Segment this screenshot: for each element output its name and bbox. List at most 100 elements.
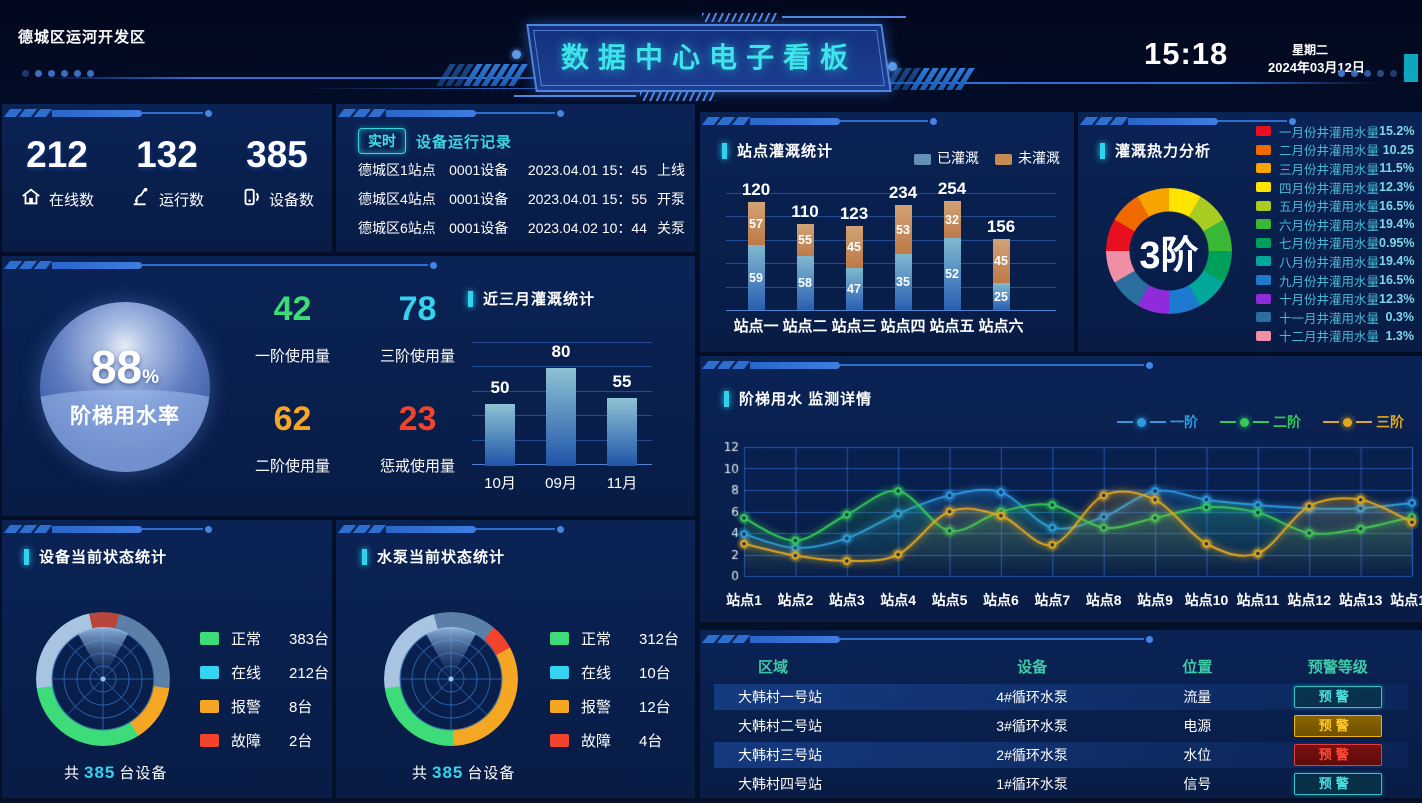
heat-legend-item[interactable]: 十二月井灌用水量 1.3% xyxy=(1256,327,1414,346)
page-title: 数据中心电子看板 xyxy=(560,42,857,73)
bar xyxy=(546,368,576,466)
heat-legend-item[interactable]: 七月份井灌用水量 0.95% xyxy=(1256,234,1414,253)
status-legend-item[interactable]: 报警 8台 xyxy=(200,696,329,717)
bar xyxy=(607,398,637,466)
heat-legend-item[interactable]: 四月份井灌用水量 12.3% xyxy=(1256,178,1414,197)
heat-legend-item[interactable]: 六月份井灌用水量 19.4% xyxy=(1256,215,1414,234)
heat-legend-item[interactable]: 二月份井灌用水量 10.25 xyxy=(1256,141,1414,160)
stacked-bar: 110 55 58 站点二 xyxy=(777,202,833,335)
alarm-badge[interactable]: 预警 xyxy=(1293,773,1382,795)
segment-unirrigated: 57 xyxy=(747,202,765,245)
legend-item[interactable]: 已灌溉 xyxy=(914,148,979,168)
line-legend-item[interactable]: 三阶 xyxy=(1323,412,1404,432)
cell-device: 3#循环水泵 xyxy=(996,718,1068,734)
status-legend-item[interactable]: 正常 383台 xyxy=(200,628,329,649)
house-icon xyxy=(20,186,42,212)
bar xyxy=(485,404,515,466)
heat-legend-item[interactable]: 十月份井灌用水量 12.3% xyxy=(1256,289,1414,308)
device-status-radar xyxy=(36,612,170,746)
legend-label: 一月份井灌用水量 xyxy=(1279,125,1380,140)
status-legend-item[interactable]: 故障 4台 xyxy=(550,730,679,751)
recent-months-chart: 50 10月 80 09月 55 11月 xyxy=(472,342,652,492)
water-tier-stat: 23 惩戒使用量 xyxy=(355,392,480,502)
legend-value: 312台 xyxy=(639,631,680,648)
water-tier-stat: 62 二阶使用量 xyxy=(230,392,355,502)
section-accent-bar xyxy=(722,142,727,159)
legend-swatch xyxy=(550,700,569,713)
water-rate-sphere xyxy=(40,302,210,472)
table-row: 大韩村三号站 2#循环水泵 水位 预警 xyxy=(714,742,1408,768)
alarm-badge[interactable]: 预警 xyxy=(1293,686,1382,708)
log-row: 德城区6站点 0001设备 2023.04.02 10：44 关泵 xyxy=(358,218,685,238)
panel-top-decoration xyxy=(3,524,212,534)
legend-value: 19.4% xyxy=(1379,217,1415,232)
x-axis-label: 站点3 xyxy=(828,592,865,608)
bar-total-label: 110 xyxy=(791,202,819,221)
status-legend-item[interactable]: 正常 312台 xyxy=(550,628,679,649)
legend-swatch xyxy=(1256,256,1271,267)
heat-legend-item[interactable]: 三月份井灌用水量 11.5% xyxy=(1256,159,1414,178)
log-site: 德城区1站点 xyxy=(358,162,436,178)
clock-time: 15:18 xyxy=(1144,36,1229,71)
legend-label: 已灌溉 xyxy=(937,150,979,166)
gridline xyxy=(726,216,1056,218)
legend-swatch xyxy=(1256,293,1271,304)
status-legend-item[interactable]: 在线 212台 xyxy=(200,662,329,683)
legend-swatch xyxy=(1256,144,1271,155)
log-site: 德城区6站点 xyxy=(358,220,436,236)
stat-label-row: 在线数 xyxy=(5,186,110,212)
legend-label: 正常 xyxy=(231,631,262,648)
pump-status-legend: 正常 312台 在线 10台报警 12台故障 4台 xyxy=(550,628,679,764)
cell-device: 2#循环水泵 xyxy=(996,747,1068,763)
table-header-cell: 区域 xyxy=(758,659,789,676)
site-irrigation-legend: 已灌溉 未灌溉 xyxy=(914,148,1060,168)
alarm-badge[interactable]: 预警 xyxy=(1293,744,1382,766)
legend-swatch xyxy=(550,666,569,679)
status-legend-item[interactable]: 在线 10台 xyxy=(550,662,679,683)
log-datetime: 2023.04.01 15：45 xyxy=(527,162,647,178)
panel-water-usage: 88% 阶梯用水率 42 一阶使用量 78 三阶使用量 62 二阶使用量 23 惩戒使用量 近… xyxy=(2,256,695,516)
bar-category-label: 11月 xyxy=(606,475,638,492)
legend-label: 报警 xyxy=(581,699,612,716)
x-axis-label: 站点4 xyxy=(880,592,917,608)
legend-label: 一阶 xyxy=(1170,414,1198,430)
stacked-bar: 123 45 47 站点三 xyxy=(826,204,882,335)
legend-value: 10.25 xyxy=(1382,142,1414,157)
device-log-title: 设备运行记录 xyxy=(416,134,513,151)
heat-legend-item[interactable]: 十一月井灌用水量 0.3% xyxy=(1256,308,1414,327)
heat-legend-item[interactable]: 九月份井灌用水量 16.5% xyxy=(1256,271,1414,290)
status-legend-item[interactable]: 报警 12台 xyxy=(550,696,679,717)
legend-item[interactable]: 未灌溉 xyxy=(995,148,1060,168)
heat-analysis-title: 灌溉热力分析 xyxy=(1100,140,1211,161)
stacked-bar: 120 57 59 站点一 xyxy=(728,180,784,335)
legend-label: 在线 xyxy=(231,665,262,682)
x-axis-label: 站点10 xyxy=(1184,592,1229,608)
legend-label: 六月份井灌用水量 xyxy=(1279,218,1380,233)
legend-line xyxy=(1117,421,1133,423)
heat-legend-item[interactable]: 五月份井灌用水量 16.5% xyxy=(1256,196,1414,215)
legend-swatch xyxy=(200,700,219,713)
legend-swatch xyxy=(550,632,569,645)
bar-total-label: 254 xyxy=(937,179,967,198)
legend-label: 十一月井灌用水量 xyxy=(1279,311,1380,326)
decor-dot xyxy=(22,70,29,77)
line-legend-item[interactable]: 二阶 xyxy=(1220,412,1301,432)
legend-label: 未灌溉 xyxy=(1018,150,1060,166)
site-irrigation-title: 站点灌溉统计 xyxy=(722,140,833,161)
clock-weekday: 星期二 xyxy=(1292,43,1329,57)
line-legend-item[interactable]: 一阶 xyxy=(1117,412,1198,432)
tier-value: 78 xyxy=(398,290,437,328)
heat-legend-item[interactable]: 一月份井灌用水量 15.2% xyxy=(1256,122,1414,141)
cell-area: 大韩村三号站 xyxy=(738,747,822,763)
x-axis-label: 站点13 xyxy=(1338,592,1383,608)
stacked-bar: 156 45 25 站点六 xyxy=(973,217,1029,335)
header-dots-right xyxy=(1338,70,1410,77)
water-tier-stats: 42 一阶使用量 78 三阶使用量 62 二阶使用量 23 惩戒使用量 xyxy=(230,282,480,502)
panel-pump-status: 水泵当前状态统计 正常 312台 在线 10台 报警 12台 故障 4台 共 385 台设备 xyxy=(336,520,695,798)
status-legend-item[interactable]: 故障 2台 xyxy=(200,730,329,751)
x-axis-label: 站点5 xyxy=(931,592,968,608)
legend-label: 故障 xyxy=(231,733,262,750)
alarm-badge[interactable]: 预警 xyxy=(1293,715,1382,737)
heat-legend-item[interactable]: 八月份井灌用水量 19.4% xyxy=(1256,252,1414,271)
legend-label: 五月份井灌用水量 xyxy=(1279,200,1380,215)
